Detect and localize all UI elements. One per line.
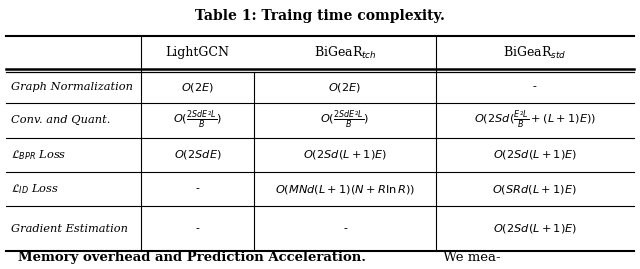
Text: Graph Normalization: Graph Normalization	[12, 82, 133, 92]
Text: BiGeaR$_{std}$: BiGeaR$_{std}$	[503, 45, 566, 61]
Text: -: -	[196, 184, 200, 194]
Text: $O(\frac{2SdE^2L}{B})$: $O(\frac{2SdE^2L}{B})$	[321, 110, 370, 130]
Text: $O(\frac{2SdE^2L}{B})$: $O(\frac{2SdE^2L}{B})$	[173, 110, 222, 130]
Text: $O(2E)$: $O(2E)$	[328, 81, 362, 94]
Text: We mea-: We mea-	[439, 251, 500, 264]
Text: $O(2Sd(\frac{E^2L}{B}+(L+1)E))$: $O(2Sd(\frac{E^2L}{B}+(L+1)E))$	[474, 110, 596, 130]
Text: BiGeaR$_{tch}$: BiGeaR$_{tch}$	[314, 45, 376, 61]
Text: $O(MNd(L+1)(N+R\ln R))$: $O(MNd(L+1)(N+R\ln R))$	[275, 183, 415, 196]
Text: Gradient Estimation: Gradient Estimation	[12, 224, 129, 233]
Text: $\mathcal{L}_{BPR}$ Loss: $\mathcal{L}_{BPR}$ Loss	[12, 148, 67, 162]
Text: $O(2Sd(L+1)E)$: $O(2Sd(L+1)E)$	[493, 148, 577, 161]
Text: -: -	[533, 82, 537, 92]
Text: $O(SRd(L+1)E)$: $O(SRd(L+1)E)$	[492, 183, 577, 196]
Text: $O(2Sd(L+1)E)$: $O(2Sd(L+1)E)$	[493, 222, 577, 235]
Text: $O(2Sd(L+1)E)$: $O(2Sd(L+1)E)$	[303, 148, 387, 161]
Text: Memory overhead and Prediction Acceleration.: Memory overhead and Prediction Accelerat…	[18, 251, 365, 264]
Text: Conv. and Quant.: Conv. and Quant.	[12, 115, 111, 125]
Text: -: -	[343, 224, 347, 233]
Text: -: -	[196, 224, 200, 233]
Text: LightGCN: LightGCN	[166, 46, 230, 59]
Text: $O(2SdE)$: $O(2SdE)$	[174, 148, 221, 161]
Text: $\mathcal{L}_{ID}$ Loss: $\mathcal{L}_{ID}$ Loss	[12, 182, 60, 196]
Text: $O(2E)$: $O(2E)$	[181, 81, 214, 94]
Text: Table 1: Traing time complexity.: Table 1: Traing time complexity.	[195, 9, 445, 23]
